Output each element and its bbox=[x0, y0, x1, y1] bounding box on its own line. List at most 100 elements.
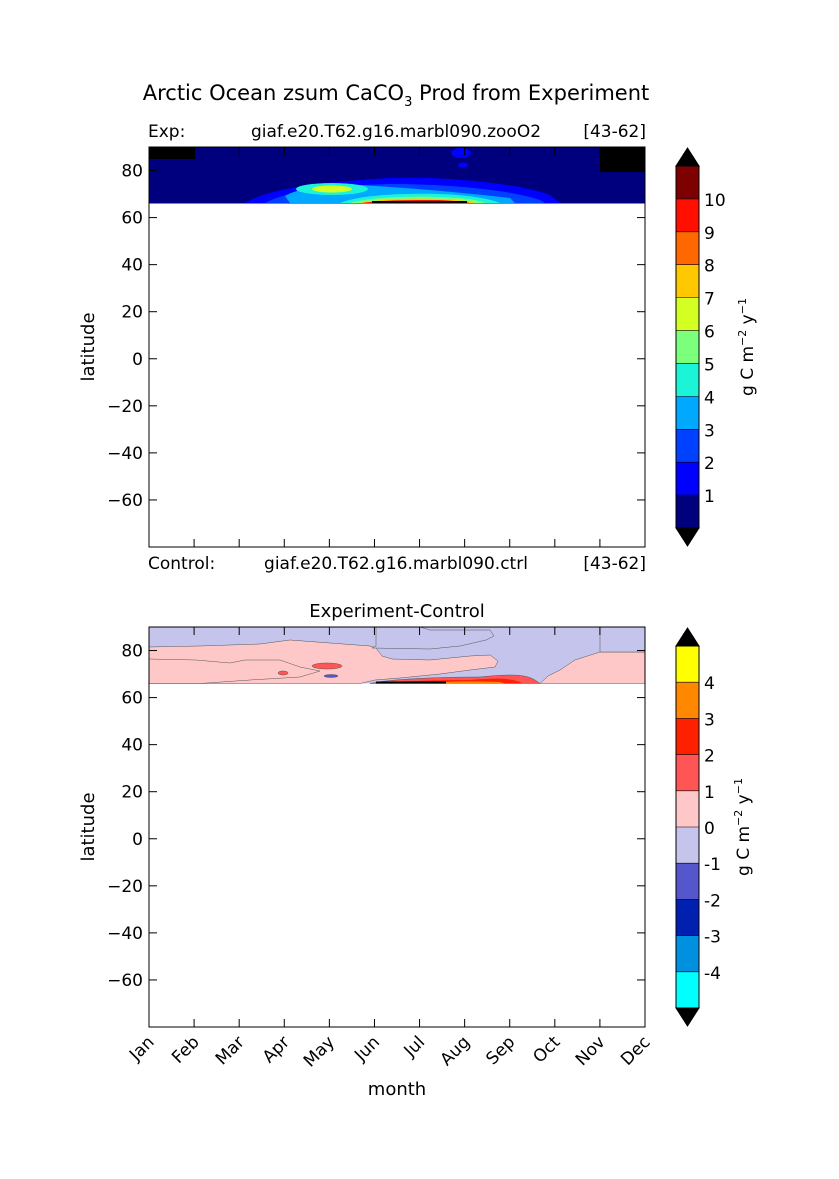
colorbar-tick-label: 10 bbox=[704, 191, 726, 211]
colorbar-swatch bbox=[676, 935, 699, 972]
exp-blob-1b bbox=[458, 162, 468, 168]
diff-blob-2-apr bbox=[277, 670, 289, 676]
exp-field-over-dec bbox=[600, 147, 645, 172]
exp-label: Exp: bbox=[148, 122, 185, 142]
figure-title: Arctic Ocean zsum CaCO3 Prod from Experi… bbox=[143, 81, 650, 110]
colorbar-swatch bbox=[676, 429, 699, 463]
colorbar-tick-label: 6 bbox=[704, 323, 715, 343]
exp-years: [43-62] bbox=[583, 122, 646, 142]
colorbar-tick-label: 9 bbox=[704, 224, 715, 244]
colorbar-tick-label: 2 bbox=[704, 747, 715, 767]
colorbar-swatch bbox=[676, 790, 699, 827]
colorbar-extend-max bbox=[675, 147, 700, 167]
colorbar-swatch bbox=[676, 754, 699, 791]
diff-region-4 bbox=[430, 681, 505, 684]
exp-plot-area bbox=[149, 147, 645, 547]
colorbar-swatch bbox=[676, 718, 699, 755]
colorbar-tick-label: -4 bbox=[704, 964, 721, 984]
exp-colorbar-unit: g C m−2 y−1 bbox=[736, 298, 758, 396]
y-tick-label: −20 bbox=[107, 877, 143, 897]
colorbar-tick-label: 3 bbox=[704, 421, 715, 441]
colorbar-tick-label: 2 bbox=[704, 454, 715, 474]
colorbar-tick-label: -2 bbox=[704, 891, 721, 911]
difference-panel: Experiment-Control 80 60 40 20 0 −20 −40 −60 Ja… bbox=[78, 601, 655, 1100]
diff-region-negative-dec bbox=[599, 627, 645, 653]
y-tick-label: −40 bbox=[107, 444, 143, 464]
y-tick-label: −20 bbox=[107, 397, 143, 417]
diff-region-negative-north bbox=[371, 627, 495, 650]
diff-heatmap bbox=[149, 627, 645, 684]
colorbar-tick-label: 4 bbox=[704, 388, 715, 408]
diff-blob-neg-may bbox=[323, 674, 339, 678]
colorbar-swatch bbox=[676, 231, 699, 265]
colorbar-swatch bbox=[676, 646, 699, 683]
colorbar-swatch bbox=[676, 899, 699, 936]
colorbar-tick-label: 7 bbox=[704, 290, 715, 310]
x-tick-label: Dec bbox=[617, 1032, 654, 1069]
colorbar-swatch bbox=[676, 363, 699, 397]
y-tick-label: 80 bbox=[121, 642, 143, 662]
colorbar-tick-label: 8 bbox=[704, 257, 715, 277]
exp-case-name: giaf.e20.T62.g16.marbl090.zooO2 bbox=[251, 122, 541, 142]
control-label: Control: bbox=[148, 554, 215, 574]
x-tick-label: Sep bbox=[482, 1032, 519, 1069]
colorbar-swatch bbox=[676, 971, 699, 1008]
colorbar-swatch bbox=[676, 863, 699, 900]
diff-blob-2-may bbox=[311, 662, 343, 670]
colorbar-swatch bbox=[676, 166, 699, 199]
colorbar-tick-label: 3 bbox=[704, 710, 715, 730]
x-tick-label: Oct bbox=[529, 1032, 564, 1067]
x-tick-label: Feb bbox=[168, 1032, 203, 1067]
diff-colorbar: -4 -3 -2 -1 0 1 2 3 4 bbox=[675, 627, 721, 1027]
colorbar-swatch bbox=[676, 462, 699, 496]
colorbar-swatch bbox=[676, 330, 699, 364]
diff-title: Experiment-Control bbox=[309, 601, 485, 622]
x-tick-label: Jul bbox=[400, 1032, 429, 1061]
colorbar-frame bbox=[675, 165, 700, 529]
exp-y-ticks: 80 60 40 20 0 −20 −40 −60 bbox=[107, 162, 645, 511]
control-years: [43-62] bbox=[583, 554, 646, 574]
exp-blob-1 bbox=[451, 148, 471, 158]
exp-heatmap bbox=[149, 147, 645, 204]
colorbar-tick-label: -1 bbox=[704, 855, 721, 875]
exp-colorbar: 1 2 3 4 5 6 7 8 9 10 bbox=[675, 147, 726, 547]
diff-region-positive-south bbox=[149, 658, 321, 684]
y-tick-label: −60 bbox=[107, 491, 143, 511]
colorbar-tick-label: -3 bbox=[704, 928, 721, 948]
colorbar-swatch bbox=[676, 495, 699, 528]
colorbar-tick-label: 0 bbox=[704, 819, 715, 839]
colorbar-swatch bbox=[676, 264, 699, 298]
exp-x-ticks bbox=[148, 147, 646, 547]
y-tick-label: 20 bbox=[121, 783, 143, 803]
y-tick-label: 0 bbox=[132, 350, 143, 370]
y-tick-label: 60 bbox=[121, 689, 143, 709]
exp-field-over-jan bbox=[149, 147, 195, 159]
exp-region-6 bbox=[312, 185, 352, 193]
colorbar-extend-min bbox=[675, 1007, 700, 1027]
diff-x-axis-label: month bbox=[368, 1079, 426, 1100]
experiment-panel: Exp: giaf.e20.T62.g16.marbl090.zooO2 [43… bbox=[78, 122, 646, 574]
colorbar-swatch bbox=[676, 297, 699, 331]
colorbar-extend-min bbox=[675, 527, 700, 547]
control-case-name: giaf.e20.T62.g16.marbl090.ctrl bbox=[264, 554, 528, 574]
diff-axes-frame bbox=[148, 626, 646, 1028]
y-tick-label: −40 bbox=[107, 924, 143, 944]
y-tick-label: 80 bbox=[121, 162, 143, 182]
exp-axes-frame bbox=[148, 146, 646, 548]
x-tick-label: Jan bbox=[125, 1032, 158, 1065]
x-tick-label: Apr bbox=[259, 1032, 294, 1067]
colorbar-swatch bbox=[676, 198, 699, 232]
diff-y-axis-label: latitude bbox=[78, 792, 99, 861]
x-tick-label: Nov bbox=[572, 1032, 610, 1070]
x-tick-label: May bbox=[300, 1032, 339, 1071]
x-tick-label: Jun bbox=[350, 1032, 384, 1066]
y-tick-label: 60 bbox=[121, 209, 143, 229]
x-tick-label: Aug bbox=[437, 1032, 475, 1070]
y-tick-label: 20 bbox=[121, 303, 143, 323]
diff-plot-area bbox=[149, 627, 645, 1027]
colorbar-tick-label: 5 bbox=[704, 355, 715, 375]
exp-y-axis-label: latitude bbox=[78, 312, 99, 381]
colorbar-swatch bbox=[676, 396, 699, 430]
diff-colorbar-unit: g C m−2 y−1 bbox=[732, 778, 754, 876]
